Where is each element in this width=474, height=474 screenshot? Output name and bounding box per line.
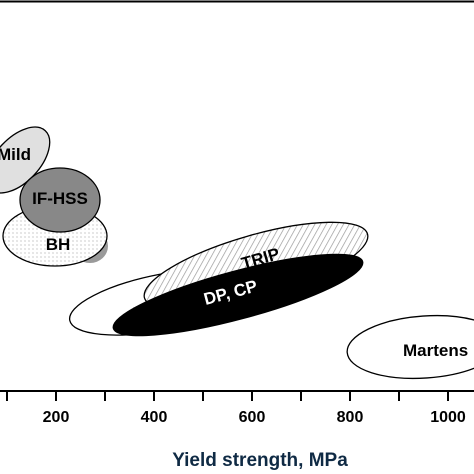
region-ifhss [19, 167, 101, 233]
region-dpcp [112, 253, 364, 337]
x-tick-label-1000: 1000 [430, 409, 466, 426]
x-axis-ticks: 200 400 600 800 1000 [6, 391, 466, 426]
region-label-mild: Mild [0, 145, 31, 164]
x-tick-label-800: 800 [337, 409, 364, 426]
x-tick-label-600: 600 [239, 409, 266, 426]
region-label-bh: BH [46, 235, 71, 254]
x-tick-label-200: 200 [43, 409, 70, 426]
region-martensitic [346, 314, 474, 380]
x-axis-title: Yield strength, MPa [172, 450, 348, 471]
x-tick-label-400: 400 [141, 409, 168, 426]
region-label-martensitic: Martens [403, 341, 468, 360]
region-label-ifhss: IF-HSS [32, 189, 88, 208]
